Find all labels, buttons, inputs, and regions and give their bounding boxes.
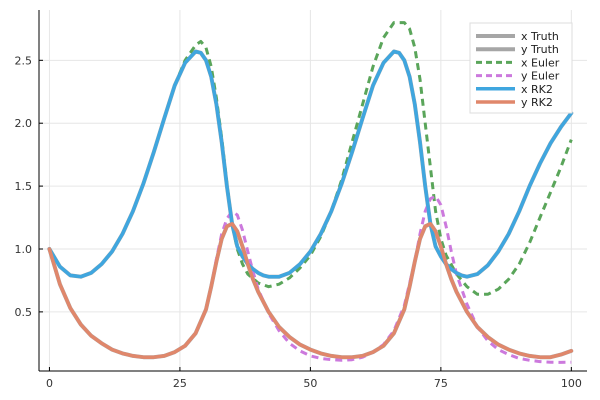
x-tick-label: 50 <box>303 377 317 390</box>
x-tick-label: 25 <box>173 377 187 390</box>
legend-label: y RK2 <box>521 96 553 109</box>
plot-area <box>47 21 574 364</box>
legend-label: x Euler <box>521 56 560 69</box>
series-line-x-euler <box>48 21 573 296</box>
legend-label: y Truth <box>521 43 559 56</box>
x-tick-label: 0 <box>46 377 53 390</box>
legend-label: x RK2 <box>521 83 553 96</box>
legend-label: x Truth <box>521 30 559 43</box>
y-tick-label: 1.5 <box>15 180 33 193</box>
axes <box>38 10 587 372</box>
x-axis-ticks: 0 25 50 75 100 <box>46 367 582 390</box>
legend-label: y Euler <box>521 70 560 83</box>
series-line-y-euler <box>47 194 572 364</box>
y-tick-label: 2.0 <box>15 117 33 130</box>
x-tick-label: 75 <box>434 377 448 390</box>
series-line-y-rk2 <box>47 222 574 359</box>
y-tick-label: 1.0 <box>15 243 33 256</box>
x-tick-label: 100 <box>561 377 582 390</box>
y-tick-label: 0.5 <box>15 306 33 319</box>
y-axis-ticks: 0.5 1.0 1.5 2.0 2.5 <box>15 54 43 319</box>
series-line-x-rk2 <box>47 49 574 279</box>
y-tick-label: 2.5 <box>15 54 33 67</box>
